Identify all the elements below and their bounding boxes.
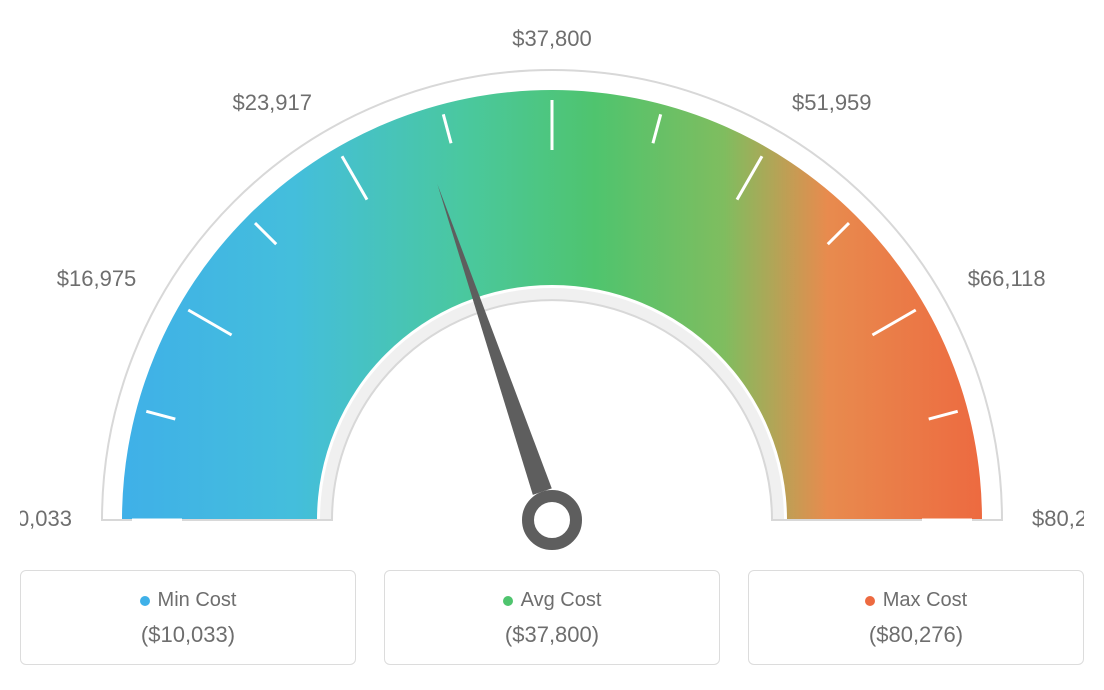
legend-title-max: Max Cost bbox=[759, 589, 1073, 612]
gauge-label: $80,276 bbox=[1032, 506, 1084, 531]
gauge-label: $16,975 bbox=[57, 266, 137, 291]
legend-value-max: ($80,276) bbox=[759, 622, 1073, 648]
legend-card-max: Max Cost ($80,276) bbox=[748, 570, 1084, 665]
gauge-label: $66,118 bbox=[968, 266, 1046, 291]
legend-card-min: Min Cost ($10,033) bbox=[20, 570, 356, 665]
legend-dot-max bbox=[865, 596, 875, 606]
legend-dot-min bbox=[140, 596, 150, 606]
legend-label-min: Min Cost bbox=[158, 589, 237, 612]
gauge-chart: $10,033 $16,975 $23,917 $37,800 $51,959 $66,1… bbox=[20, 20, 1084, 560]
gauge-arc bbox=[122, 90, 982, 520]
legend-card-avg: Avg Cost ($37,800) bbox=[384, 570, 720, 665]
legend-title-min: Min Cost bbox=[31, 589, 345, 612]
gauge-hub bbox=[528, 496, 576, 544]
gauge-svg: $10,033 $16,975 $23,917 $37,800 $51,959 $66,1… bbox=[20, 20, 1084, 560]
legend-value-min: ($10,033) bbox=[31, 622, 345, 648]
gauge-label: $51,959 bbox=[792, 90, 872, 115]
gauge-label: $23,917 bbox=[232, 90, 312, 115]
legend-title-avg: Avg Cost bbox=[395, 589, 709, 612]
gauge-label: $10,033 bbox=[20, 506, 72, 531]
legend-label-avg: Avg Cost bbox=[521, 589, 602, 612]
legend-label-max: Max Cost bbox=[883, 589, 967, 612]
legend-value-avg: ($37,800) bbox=[395, 622, 709, 648]
gauge-label: $37,800 bbox=[512, 26, 592, 51]
legend-dot-avg bbox=[503, 596, 513, 606]
legend-row: Min Cost ($10,033) Avg Cost ($37,800) Ma… bbox=[20, 570, 1084, 665]
